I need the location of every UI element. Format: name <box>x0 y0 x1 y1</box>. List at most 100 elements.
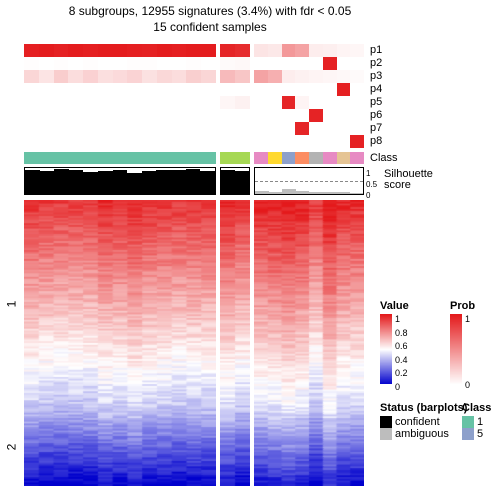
legend-value-tick: 0.4 <box>395 355 408 365</box>
silhouette-bar <box>282 189 296 194</box>
silhouette-bar <box>350 193 364 194</box>
silhouette-bar <box>296 191 310 194</box>
prob-cell <box>142 70 157 83</box>
prob-cell <box>142 44 157 57</box>
prob-row-label: p2 <box>370 57 382 70</box>
class-cell <box>282 152 296 164</box>
title-line-1: 8 subgroups, 12955 signatures (3.4%) wit… <box>60 4 360 20</box>
silhouette-tick: 1 <box>366 169 370 178</box>
prob-cell <box>186 44 201 57</box>
prob-cell <box>337 57 351 70</box>
prob-cell <box>186 57 201 70</box>
prob-cell <box>39 57 54 70</box>
prob-cell <box>98 57 113 70</box>
prob-cell <box>157 96 172 109</box>
prob-cell <box>68 96 83 109</box>
title-line-2: 15 confident samples <box>60 20 360 36</box>
prob-cell <box>295 44 309 57</box>
prob-cell <box>83 135 98 148</box>
prob-cell <box>98 109 113 122</box>
prob-cell <box>24 83 39 96</box>
silhouette-bar <box>98 171 113 194</box>
prob-cell <box>54 135 69 148</box>
prob-cell <box>220 83 235 96</box>
prob-cell <box>113 135 128 148</box>
prob-cell <box>68 109 83 122</box>
prob-cell <box>172 135 187 148</box>
prob-cell <box>350 122 364 135</box>
prob-cell <box>323 122 337 135</box>
legend-value-tick: 0.2 <box>395 368 408 378</box>
legend-value-bar <box>380 314 392 384</box>
prob-cell <box>268 44 282 57</box>
prob-cell <box>186 96 201 109</box>
class-cell <box>54 152 69 164</box>
prob-cell <box>68 70 83 83</box>
silhouette-bar <box>25 170 40 194</box>
prob-row-label: p7 <box>370 122 382 135</box>
prob-cell <box>201 44 216 57</box>
prob-cell <box>54 83 69 96</box>
class-cell <box>98 152 113 164</box>
prob-row-p5: p5 <box>24 96 382 109</box>
prob-cell <box>220 57 235 70</box>
prob-cell <box>235 44 250 57</box>
prob-cell <box>157 57 172 70</box>
prob-cell <box>68 135 83 148</box>
legend-item-label: 5 <box>477 428 483 440</box>
prob-cell <box>172 57 187 70</box>
prob-cell <box>235 83 250 96</box>
prob-cell <box>54 57 69 70</box>
prob-cell <box>350 57 364 70</box>
prob-cell <box>268 96 282 109</box>
prob-cell <box>220 70 235 83</box>
prob-cell <box>254 122 268 135</box>
prob-cell <box>127 135 142 148</box>
legend-value-tick: 1 <box>395 314 400 324</box>
prob-cell <box>98 96 113 109</box>
legend-swatch <box>380 428 392 440</box>
prob-cell <box>83 96 98 109</box>
prob-cell <box>350 70 364 83</box>
prob-cell <box>83 83 98 96</box>
prob-row-label: p6 <box>370 109 382 122</box>
figure-title: 8 subgroups, 12955 signatures (3.4%) wit… <box>60 4 360 35</box>
class-cell <box>309 152 323 164</box>
prob-cell <box>282 57 296 70</box>
prob-cell <box>113 96 128 109</box>
silhouette-bar <box>309 192 323 194</box>
prob-cell <box>54 122 69 135</box>
heatmap-segment <box>220 200 250 486</box>
prob-cell <box>295 96 309 109</box>
prob-cell <box>127 122 142 135</box>
prob-cell <box>24 122 39 135</box>
prob-cell <box>186 83 201 96</box>
prob-cell <box>201 96 216 109</box>
prob-cell <box>201 83 216 96</box>
prob-cell <box>39 135 54 148</box>
prob-row-p6: p6 <box>24 109 382 122</box>
legend-status-title: Status (barplots) <box>380 402 467 414</box>
prob-cell <box>157 135 172 148</box>
silhouette-bar <box>235 171 249 194</box>
legend-item-label: 1 <box>477 416 483 428</box>
silhouette-bar <box>69 170 84 194</box>
prob-cell <box>268 135 282 148</box>
prob-cell <box>172 96 187 109</box>
prob-row-p2: p2 <box>24 57 382 70</box>
prob-cell <box>323 83 337 96</box>
prob-cell <box>323 96 337 109</box>
legend-prob-tick: 1 <box>465 314 470 324</box>
prob-cell <box>39 83 54 96</box>
legend-item-label: ambiguous <box>395 428 449 440</box>
prob-cell <box>24 70 39 83</box>
class-cell <box>142 152 157 164</box>
prob-cell <box>254 57 268 70</box>
probability-annotation: p1p2p3p4p5p6p7p8 <box>24 44 382 148</box>
prob-cell <box>83 109 98 122</box>
prob-row-p3: p3 <box>24 70 382 83</box>
prob-cell <box>24 44 39 57</box>
prob-cell <box>201 122 216 135</box>
class-cell <box>254 152 268 164</box>
prob-cell <box>39 44 54 57</box>
